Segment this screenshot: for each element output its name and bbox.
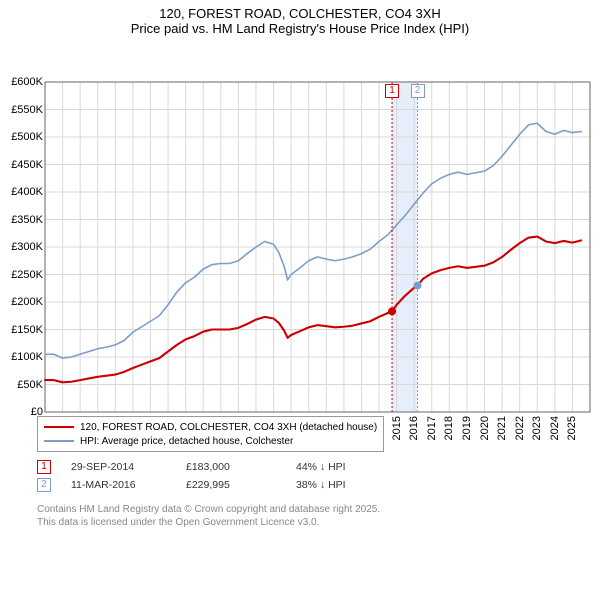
y-tick-label: £250K <box>0 269 43 281</box>
x-tick-label: 2023 <box>531 416 543 440</box>
x-tick-label: 2016 <box>408 416 420 440</box>
sale-marker-ref-1: 1 <box>37 460 51 474</box>
table-row: 1 29-SEP-2014 £183,000 44% ↓ HPI <box>37 458 386 476</box>
y-tick-label: £50K <box>0 379 43 391</box>
x-tick-label: 2022 <box>514 416 526 440</box>
legend: 120, FOREST ROAD, COLCHESTER, CO4 3XH (d… <box>37 416 384 452</box>
sale-date: 29-SEP-2014 <box>71 461 166 473</box>
title-line1: 120, FOREST ROAD, COLCHESTER, CO4 3XH <box>0 6 600 21</box>
legend-item: 120, FOREST ROAD, COLCHESTER, CO4 3XH (d… <box>44 420 377 434</box>
x-tick-label: 2015 <box>391 416 403 440</box>
title-line2: Price paid vs. HM Land Registry's House … <box>0 21 600 36</box>
chart-title: 120, FOREST ROAD, COLCHESTER, CO4 3XH Pr… <box>0 0 600 36</box>
footer-line2: This data is licensed under the Open Gov… <box>37 517 380 530</box>
sale-marker-ref-2: 2 <box>37 478 51 492</box>
attribution-footer: Contains HM Land Registry data © Crown c… <box>37 504 380 529</box>
sale-events-table: 1 29-SEP-2014 £183,000 44% ↓ HPI 2 11-MAR-201… <box>37 458 386 494</box>
x-tick-label: 2018 <box>443 416 455 440</box>
sale-marker-1: 1 <box>385 84 399 98</box>
sale-delta: 38% ↓ HPI <box>296 479 386 491</box>
sale-delta: 44% ↓ HPI <box>296 461 386 473</box>
footer-line1: Contains HM Land Registry data © Crown c… <box>37 504 380 517</box>
sale-marker-2: 2 <box>411 84 425 98</box>
legend-swatch <box>44 426 74 428</box>
x-tick-label: 2025 <box>566 416 578 440</box>
y-tick-label: £500K <box>0 131 43 143</box>
legend-swatch <box>44 440 74 442</box>
y-tick-label: £150K <box>0 324 43 336</box>
y-tick-label: £200K <box>0 296 43 308</box>
table-row: 2 11-MAR-2016 £229,995 38% ↓ HPI <box>37 476 386 494</box>
y-tick-label: £100K <box>0 351 43 363</box>
x-tick-label: 2020 <box>479 416 491 440</box>
y-tick-label: £600K <box>0 76 43 88</box>
y-tick-label: £550K <box>0 104 43 116</box>
y-tick-label: £300K <box>0 241 43 253</box>
legend-item: HPI: Average price, detached house, Colc… <box>44 434 377 448</box>
x-tick-label: 2019 <box>461 416 473 440</box>
x-tick-label: 2021 <box>496 416 508 440</box>
sale-date: 11-MAR-2016 <box>71 479 166 491</box>
sale-price: £183,000 <box>186 461 276 473</box>
y-tick-label: £350K <box>0 214 43 226</box>
x-tick-label: 2017 <box>426 416 438 440</box>
legend-label: 120, FOREST ROAD, COLCHESTER, CO4 3XH (d… <box>80 422 377 433</box>
legend-label: HPI: Average price, detached house, Colc… <box>80 436 293 447</box>
sale-price: £229,995 <box>186 479 276 491</box>
y-tick-label: £400K <box>0 186 43 198</box>
x-tick-label: 2024 <box>549 416 561 440</box>
y-tick-label: £450K <box>0 159 43 171</box>
